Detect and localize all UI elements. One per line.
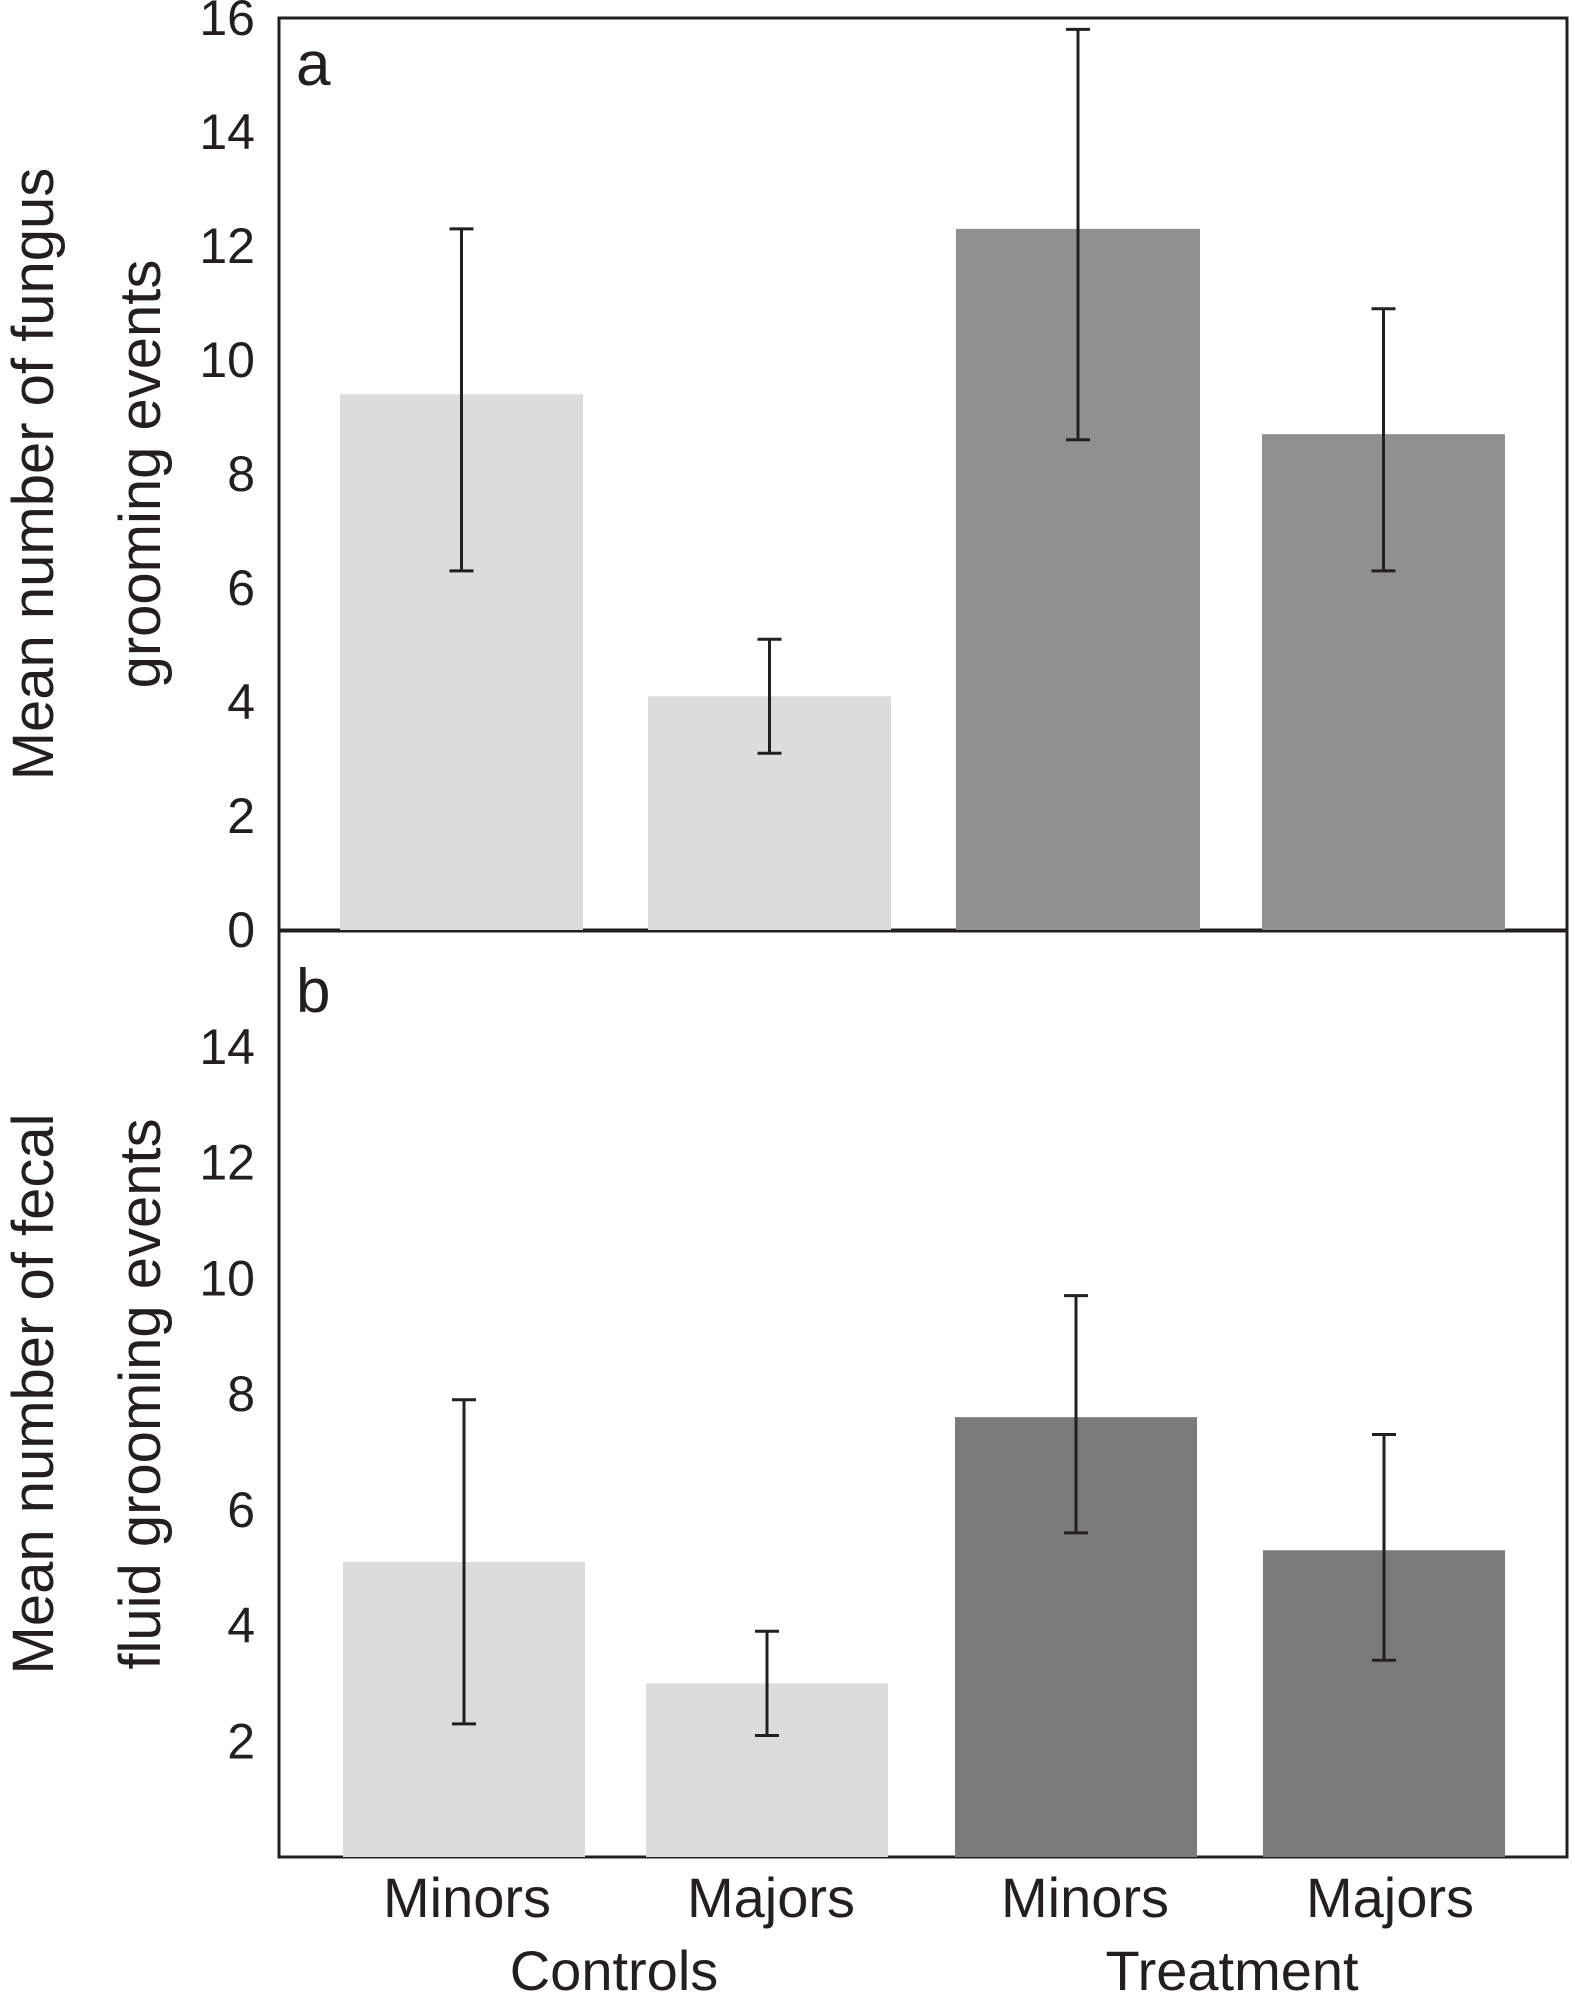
panel-a-ytick-label: 8 [227, 446, 255, 502]
panel-b-errorbar-controls-minors [452, 1398, 476, 1726]
panel-a-ytick-label: 12 [199, 218, 255, 274]
panel-a-errorbar-treatment-minors [1066, 27, 1090, 442]
panel-b-ylabel-line1: Mean number of fecal [1, 1114, 66, 1675]
panel-a-ylabel-line2: grooming events [108, 260, 173, 689]
panel-b-ylabel-line2: fluid grooming events [108, 1118, 173, 1669]
panel-b-letter: b [296, 957, 330, 1026]
panel-b-ytick-label: 12 [199, 1135, 255, 1191]
panel-a-errorbar-controls-majors [757, 637, 782, 755]
panel-b-ytick-label: 14 [199, 1019, 255, 1075]
panel-a-ytick-label: 6 [227, 560, 255, 616]
panel-b-errorbar-treatment-majors [1372, 1433, 1396, 1662]
panel-a-errorbar-controls-minors [449, 227, 474, 573]
panel-b-ytick-label: 6 [227, 1482, 255, 1538]
panel-a-ytick-label: 2 [227, 788, 255, 844]
panel-a-ytick-label: 14 [199, 104, 255, 160]
panel-b-ytick-label: 4 [227, 1598, 255, 1654]
panel-b-frame [277, 929, 1569, 1859]
panel-b-ytick-label: 2 [227, 1713, 255, 1769]
x-label-controls-majors: Majors [687, 1866, 855, 1929]
group-label-controls: Controls [510, 1939, 719, 2000]
panel-a-ylabel-line1: Mean number of fungus [1, 168, 66, 781]
x-label-controls-minors: Minors [383, 1866, 551, 1929]
panel-b-ytick-label: 10 [199, 1250, 255, 1306]
panel-a-ytick-label: 0 [227, 902, 255, 958]
panel-a-plot: 0 2 4 6 8 10 12 14 16 [199, 0, 1505, 958]
panel-b-ytick-label: 8 [227, 1366, 255, 1422]
group-label-treatment: Treatment [1105, 1939, 1359, 2000]
panel-b-plot: 2 4 6 8 10 12 14 [199, 1019, 1505, 1857]
panel-a-ytick-label: 16 [199, 0, 255, 46]
panel-a-errorbar-treatment-majors [1371, 307, 1396, 573]
panel-a-ytick-label: 4 [227, 674, 255, 730]
panel-b-errorbar-treatment-minors [1064, 1294, 1088, 1535]
panel-b-errorbar-controls-majors [755, 1629, 779, 1737]
x-label-treatment-majors: Majors [1306, 1866, 1474, 1929]
panel-a-letter: a [296, 30, 331, 99]
panel-a-ytick-label: 10 [199, 332, 255, 388]
x-label-treatment-minors: Minors [1001, 1866, 1169, 1929]
